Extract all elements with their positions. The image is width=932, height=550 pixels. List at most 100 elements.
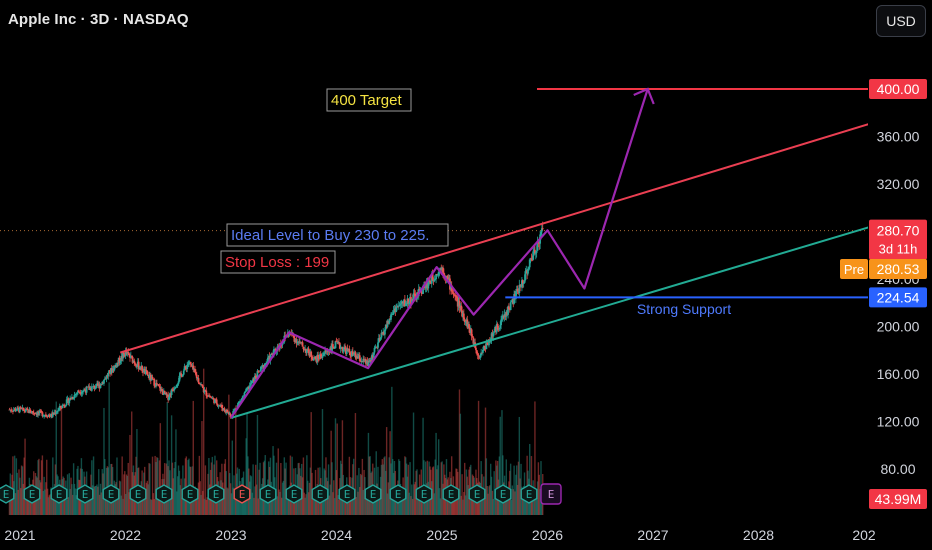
volume-bar: [204, 465, 207, 515]
candle-body: [461, 310, 463, 317]
volume-bar: [406, 476, 409, 515]
volume-bar: [522, 492, 524, 515]
candle-body: [311, 357, 313, 359]
volume-bar: [101, 469, 103, 515]
volume-bar: [459, 413, 462, 515]
earnings-badge-icon: [389, 484, 407, 504]
candle-body: [507, 306, 509, 315]
candle-body: [282, 342, 285, 344]
candle-body: [348, 348, 351, 353]
candle-body: [189, 361, 192, 365]
candle-body: [171, 389, 174, 391]
volume-bar: [361, 458, 364, 515]
earnings-label: E: [317, 488, 324, 501]
volume-bar: [24, 438, 26, 515]
candle-body: [30, 412, 33, 414]
candle-body: [184, 366, 187, 368]
volume-bar: [292, 494, 294, 515]
candle-body: [157, 384, 160, 386]
volume-bar: [240, 498, 242, 515]
volume-bar: [258, 469, 260, 515]
earnings-marker: E: [207, 484, 225, 504]
volume-bar: [354, 413, 357, 515]
volume-bar: [363, 469, 365, 515]
candle-body: [435, 274, 437, 280]
candle-body: [352, 353, 355, 355]
volume-bar: [392, 459, 394, 515]
candle-body: [523, 280, 526, 284]
candle-body: [178, 375, 181, 382]
volume-bar: [353, 491, 356, 515]
volume-bar: [228, 394, 230, 515]
volume-bar: [530, 456, 533, 515]
volume-bar: [91, 460, 93, 515]
candle-body: [408, 302, 411, 305]
candle-body: [223, 408, 226, 411]
candle-body: [470, 329, 473, 337]
volume-bar: [88, 498, 90, 515]
volume-bar: [67, 497, 70, 515]
candle-body: [168, 397, 170, 400]
earnings-label: E: [448, 488, 455, 501]
candle-body: [380, 332, 383, 338]
volume-bar: [199, 481, 201, 515]
earnings-label: E: [56, 488, 63, 501]
candle-body: [516, 289, 519, 292]
volume-bar: [151, 456, 154, 515]
volume-bar: [37, 460, 39, 515]
volume-bar: [330, 430, 332, 515]
candle-body: [95, 383, 98, 388]
candle-body: [332, 347, 335, 349]
volume-bar: [208, 458, 210, 515]
candle-body: [501, 318, 503, 320]
candle-body: [118, 357, 121, 363]
volume-bar: [537, 462, 540, 515]
candle-body: [181, 374, 184, 377]
candle-body: [358, 355, 361, 361]
candle-body: [354, 352, 357, 356]
candle-body: [338, 342, 340, 343]
earnings-badge-icon: [102, 484, 120, 504]
volume-bar: [432, 466, 435, 515]
volume-bar: [153, 499, 155, 515]
volume-bar: [407, 464, 410, 515]
volume-bar: [16, 472, 18, 515]
candle-body: [120, 356, 123, 362]
candle-body: [302, 346, 305, 350]
volume-bar: [538, 474, 540, 515]
time-tick-label: 2028: [743, 527, 774, 543]
volume-bar: [440, 462, 442, 515]
candle-body: [205, 390, 208, 396]
candle-body: [403, 299, 406, 306]
volume-bar: [234, 493, 236, 515]
volume-bar: [295, 493, 298, 515]
volume-bar: [357, 491, 359, 515]
candle-body: [319, 354, 322, 357]
volume-bar: [338, 499, 340, 515]
trendline-projection-path: [230, 88, 649, 419]
candle-body: [42, 415, 45, 417]
volume-bar: [120, 495, 123, 515]
volume-bar: [531, 492, 534, 515]
volume-bar: [277, 448, 279, 515]
volume-bar: [190, 494, 193, 515]
currency-button[interactable]: USD: [876, 5, 926, 37]
volume-bar: [254, 486, 256, 515]
price-tick-label: 200.00: [877, 319, 920, 335]
candle-body: [301, 342, 304, 347]
earnings-marker: E: [415, 484, 433, 504]
volume-bar: [246, 413, 248, 515]
candle-body: [349, 352, 352, 356]
volume-bar: [439, 498, 442, 515]
volume-bar: [437, 465, 439, 515]
candle-body: [338, 342, 341, 349]
candle-body: [234, 408, 236, 411]
earnings-label: E: [161, 488, 168, 501]
volume-bar: [41, 455, 44, 515]
candle-body: [176, 383, 179, 385]
price-tick-label: 160.00: [877, 366, 920, 382]
candle-body: [107, 372, 110, 377]
candle-body: [19, 407, 22, 408]
volume-bar: [519, 478, 521, 515]
